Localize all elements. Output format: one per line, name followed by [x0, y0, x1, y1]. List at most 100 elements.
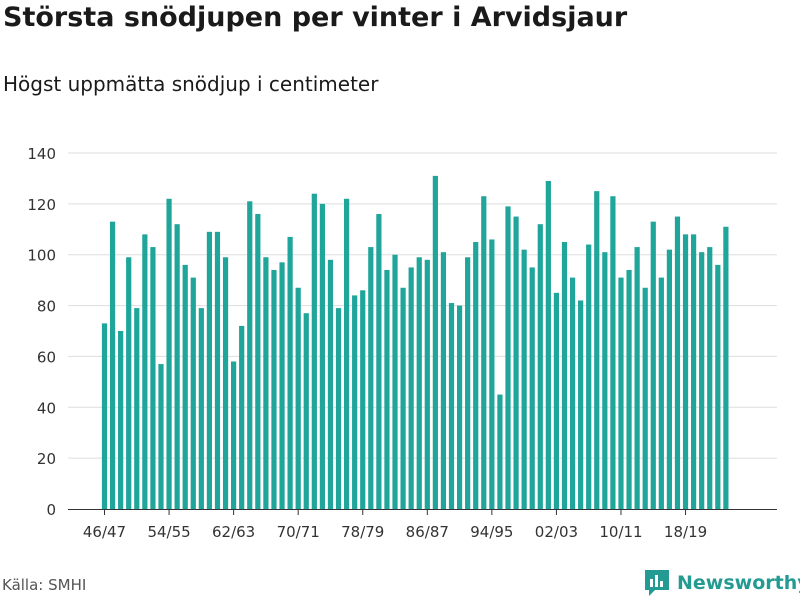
bar-59-60: [206, 231, 213, 509]
y-tick-label: 140: [27, 145, 56, 163]
bar-70-71: [295, 287, 301, 509]
bar-07-08: [594, 191, 600, 509]
newsworthy-logo-icon: [645, 570, 669, 596]
bar-03-04: [561, 242, 568, 509]
y-axis-ticks: 0 20 40 60 80 100 120 140: [27, 145, 56, 519]
bars: [101, 175, 729, 510]
y-tick-label: 60: [37, 348, 56, 366]
bar-16-17: [666, 249, 672, 509]
bar-08-09: [602, 252, 608, 510]
bar-10-11: [618, 277, 624, 509]
bar-18-19: [682, 234, 689, 509]
bar-87-88: [432, 175, 438, 509]
bar-13-14: [642, 287, 648, 509]
bar-56-57: [182, 264, 188, 509]
bar-62-63: [231, 361, 237, 509]
bar-05-06: [578, 300, 584, 509]
bar-49-50: [126, 257, 132, 509]
bar-72-73: [311, 193, 317, 509]
bar-65-66: [255, 214, 261, 509]
bar-11-12: [626, 269, 632, 509]
bar-71-72: [303, 313, 309, 509]
chart-subtitle: Högst uppmätta snödjup i centimeter: [3, 72, 379, 96]
bar-19-20: [691, 234, 697, 509]
x-tick-label: 18/19: [664, 523, 707, 541]
bar-60-61: [214, 231, 221, 509]
bar-58-59: [198, 308, 204, 509]
bar-53-54: [158, 364, 164, 509]
bar-90-91: [456, 305, 463, 509]
bar-79-80: [368, 247, 374, 509]
bar-01-02: [545, 180, 551, 509]
bar-82-83: [392, 254, 398, 509]
bar-22-23: [715, 264, 721, 509]
bar-21-22: [707, 247, 713, 509]
bar-00-01: [537, 224, 543, 509]
x-tick-label: 94/95: [470, 523, 513, 541]
y-tick-label: 80: [37, 298, 56, 316]
x-tick-label: 62/63: [212, 523, 255, 541]
brand-logo[interactable]: Newsworthy: [644, 568, 800, 598]
bar-76-77: [344, 198, 350, 509]
bar-86-87: [424, 259, 430, 509]
chart-title: Största snödjupen per vinter i Arvidsjau…: [3, 2, 628, 33]
x-tick-label: 86/87: [406, 523, 449, 541]
bar-66-67: [263, 257, 269, 509]
brand-name: Newsworthy: [677, 572, 800, 594]
y-tick-label: 100: [27, 247, 56, 265]
bar-89-90: [448, 303, 455, 509]
bar-47-48: [109, 221, 116, 509]
bar-06-07: [586, 244, 592, 510]
bar-91-92: [465, 257, 471, 509]
bar-67-68: [271, 269, 277, 509]
bar-94-95: [489, 239, 495, 509]
bar-17-18: [674, 216, 681, 509]
bar-88-89: [440, 252, 447, 510]
bar-64-65: [247, 201, 253, 509]
bar-23-24: [723, 226, 729, 510]
bar-83-84: [400, 287, 406, 509]
x-tick-label: 54/55: [147, 523, 190, 541]
y-tick-label: 0: [46, 501, 56, 519]
bar-74-75: [327, 259, 334, 509]
bar-46-47: [101, 323, 108, 509]
y-tick-label: 20: [37, 450, 56, 468]
bar-84-85: [408, 267, 414, 509]
bar-57-58: [190, 277, 196, 509]
bar-98-99: [521, 249, 527, 509]
x-tick-label: 02/03: [535, 523, 578, 541]
bar-75-76: [335, 308, 342, 509]
y-tick-label: 120: [27, 196, 56, 214]
y-tick-label: 40: [37, 399, 56, 417]
bar-20-21: [699, 252, 705, 510]
bar-15-16: [658, 277, 664, 509]
x-tick-label: 46/47: [83, 523, 126, 541]
bar-77-78: [352, 295, 358, 509]
bar-97-98: [513, 216, 519, 509]
bar-02-03: [553, 292, 560, 509]
bar-85-86: [416, 257, 422, 509]
x-tick-label: 10/11: [599, 523, 642, 541]
bar-95-96: [497, 394, 503, 509]
bar-48-49: [118, 331, 124, 509]
bar-96-97: [505, 206, 511, 509]
bar-78-79: [360, 290, 366, 509]
bar-99-00: [529, 267, 535, 509]
bar-14-15: [650, 221, 656, 509]
x-tick-label: 70/71: [277, 523, 320, 541]
bar-69-70: [287, 236, 293, 509]
bar-50-51: [134, 308, 140, 509]
bar-81-82: [384, 269, 390, 509]
bar-61-62: [222, 257, 229, 509]
bar-63-64: [239, 325, 245, 509]
bar-80-81: [376, 214, 382, 509]
bar-54-55: [166, 198, 172, 509]
bar-09-10: [610, 196, 616, 510]
source-note: Källa: SMHI: [2, 576, 87, 594]
bar-12-13: [634, 247, 640, 509]
bar-51-52: [142, 234, 148, 509]
bar-52-53: [150, 247, 156, 509]
bar-68-69: [279, 262, 285, 509]
bar-92-93: [473, 242, 479, 509]
